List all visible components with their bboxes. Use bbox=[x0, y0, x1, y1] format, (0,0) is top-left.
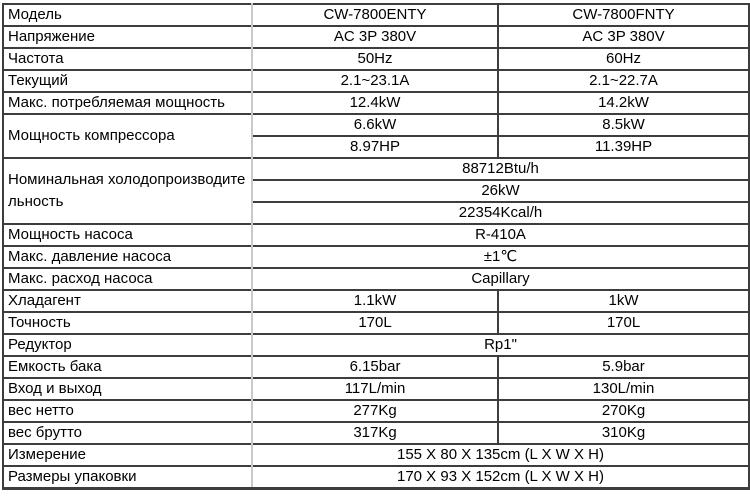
spec-label: Редуктор bbox=[3, 333, 253, 356]
spec-value: 8.5kW bbox=[498, 113, 749, 136]
spec-row-model: Модель CW-7800ENTY CW-7800FNTY bbox=[3, 3, 749, 26]
spec-row-current: Текущий 2.1~23.1A 2.1~22.7A bbox=[3, 69, 749, 92]
spec-value: 170L bbox=[498, 311, 749, 334]
spec-value-merged: 26kW bbox=[252, 179, 749, 202]
spec-row-pump-power: Мощность насоса R-410A bbox=[3, 223, 749, 246]
spec-value: 170L bbox=[252, 311, 499, 334]
spec-row-max-power: Макс. потребляемая мощность 12.4kW 14.2k… bbox=[3, 91, 749, 114]
spec-value-merged: 22354Kcal/h bbox=[252, 201, 749, 224]
spec-value: 6.6kW bbox=[252, 113, 499, 136]
spec-value: 11.39HP bbox=[498, 135, 749, 158]
spec-row-voltage: Напряжение AC 3P 380V AC 3P 380V bbox=[3, 25, 749, 48]
spec-label: Хладагент bbox=[3, 289, 253, 312]
spec-value: 60Hz bbox=[498, 47, 749, 70]
spec-value-merged: 155 X 80 X 135cm (L X W X H) bbox=[252, 443, 749, 466]
spec-value: 5.9bar bbox=[498, 355, 749, 378]
spec-value: 2.1~23.1A bbox=[252, 69, 499, 92]
spec-value: 8.97HP bbox=[252, 135, 499, 158]
spec-label: Точность bbox=[3, 311, 253, 334]
spec-row-capacity-kw: 26kW bbox=[3, 179, 749, 202]
spec-value: 270Kg bbox=[498, 399, 749, 422]
spec-row-package-size: Размеры упаковки 170 X 93 X 152cm (L X W… bbox=[3, 465, 749, 489]
spec-value: 14.2kW bbox=[498, 91, 749, 114]
spec-row-compressor-kw: Мощность компрессора 6.6kW 8.5kW bbox=[3, 113, 749, 158]
spec-value: 130L/min bbox=[498, 377, 749, 400]
spec-value: 1.1kW bbox=[252, 289, 499, 312]
spec-value-merged: R-410A bbox=[252, 223, 749, 246]
spec-row-dimensions: Измерение 155 X 80 X 135cm (L X W X H) bbox=[3, 443, 749, 466]
spec-value: 317Kg bbox=[252, 421, 499, 444]
spec-value-merged: Capillary bbox=[252, 267, 749, 290]
spec-label: Напряжение bbox=[3, 25, 253, 48]
spec-value: 12.4kW bbox=[252, 91, 499, 114]
spec-label: вес нетто bbox=[3, 399, 253, 422]
spec-label: Номинальная холодопроизводительность bbox=[3, 157, 253, 224]
spec-value-merged: Rp1" bbox=[252, 333, 749, 356]
spec-value-merged: 88712Btu/h bbox=[252, 157, 749, 180]
spec-value: AC 3P 380V bbox=[252, 25, 499, 48]
spec-row-tank-capacity: Емкость бака 6.15bar 5.9bar bbox=[3, 355, 749, 378]
spec-label: Емкость бака bbox=[3, 355, 253, 378]
spec-value: 6.15bar bbox=[252, 355, 499, 378]
spec-row-accuracy: Точность 170L 170L bbox=[3, 311, 749, 334]
spec-row-frequency: Частота 50Hz 60Hz bbox=[3, 47, 749, 70]
spec-label: Макс. потребляемая мощность bbox=[3, 91, 253, 114]
spec-label: Макс. расход насоса bbox=[3, 267, 253, 290]
spec-value: CW-7800ENTY bbox=[252, 3, 499, 26]
spec-label: Мощность компрессора bbox=[3, 113, 253, 158]
spec-row-gross-weight: вес брутто 317Kg 310Kg bbox=[3, 421, 749, 444]
spec-label: Мощность насоса bbox=[3, 223, 253, 246]
spec-value: 1kW bbox=[498, 289, 749, 312]
spec-row-refrigerant: Хладагент 1.1kW 1kW bbox=[3, 289, 749, 312]
spec-label: Вход и выход bbox=[3, 377, 253, 400]
spec-row-compressor-hp: 8.97HP 11.39HP bbox=[3, 135, 749, 158]
spec-value: 50Hz bbox=[252, 47, 499, 70]
spec-value-merged: ±1℃ bbox=[252, 245, 749, 268]
spec-row-capacity-kcal: 22354Kcal/h bbox=[3, 201, 749, 224]
spec-row-pump-flow: Макс. расход насоса Capillary bbox=[3, 267, 749, 290]
spec-table: Модель CW-7800ENTY CW-7800FNTY Напряжени… bbox=[2, 3, 750, 490]
spec-row-pump-pressure: Макс. давление насоса ±1℃ bbox=[3, 245, 749, 268]
spec-label: Размеры упаковки bbox=[3, 465, 253, 489]
spec-row-net-weight: вес нетто 277Kg 270Kg bbox=[3, 399, 749, 422]
spec-label: Модель bbox=[3, 3, 253, 26]
spec-label: Частота bbox=[3, 47, 253, 70]
spec-value: 277Kg bbox=[252, 399, 499, 422]
spec-row-capacity-btu: Номинальная холодопроизводительность 887… bbox=[3, 157, 749, 224]
spec-value: 310Kg bbox=[498, 421, 749, 444]
spec-label: Текущий bbox=[3, 69, 253, 92]
spec-value: 2.1~22.7A bbox=[498, 69, 749, 92]
spec-value: 117L/min bbox=[252, 377, 499, 400]
spec-row-reducer: Редуктор Rp1" bbox=[3, 333, 749, 356]
spec-label: вес брутто bbox=[3, 421, 253, 444]
spec-label: Макс. давление насоса bbox=[3, 245, 253, 268]
spec-value: CW-7800FNTY bbox=[498, 3, 749, 26]
spec-label: Измерение bbox=[3, 443, 253, 466]
spec-value-merged: 170 X 93 X 152cm (L X W X H) bbox=[252, 465, 749, 489]
spec-row-inlet-outlet: Вход и выход 117L/min 130L/min bbox=[3, 377, 749, 400]
spec-value: AC 3P 380V bbox=[498, 25, 749, 48]
